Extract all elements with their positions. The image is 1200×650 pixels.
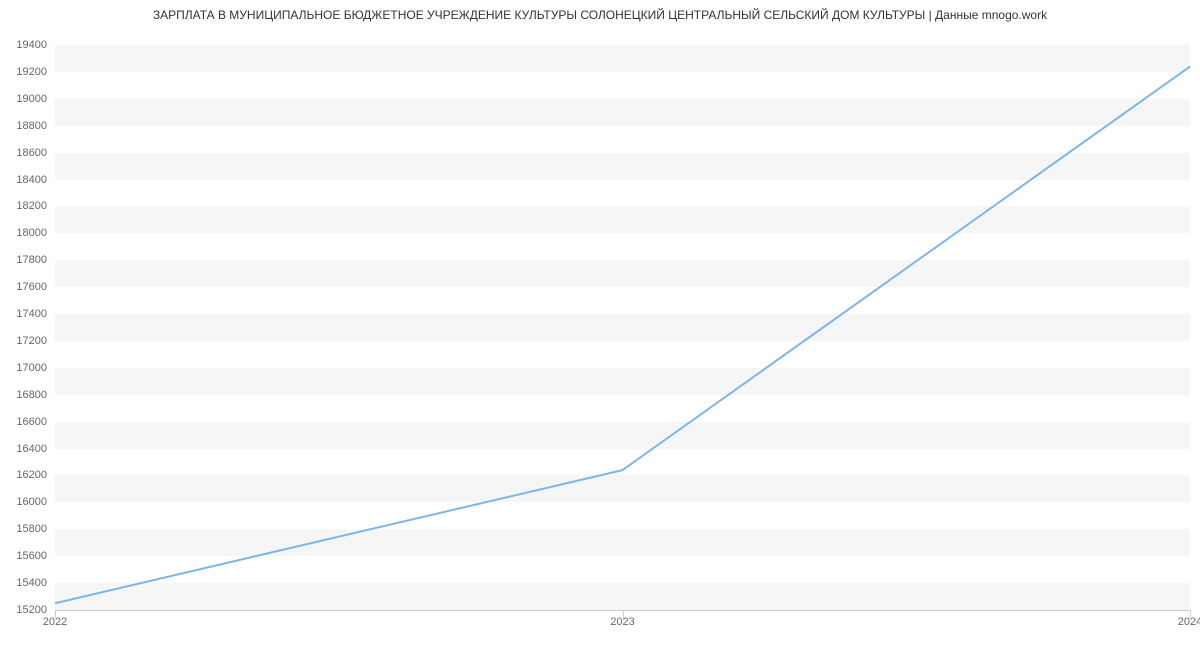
y-tick-label: 19200 bbox=[16, 66, 47, 78]
y-tick-label: 18800 bbox=[16, 120, 47, 132]
x-tick-label: 2023 bbox=[610, 616, 634, 628]
y-tick-label: 18000 bbox=[16, 227, 47, 239]
y-tick-label: 15600 bbox=[16, 550, 47, 562]
y-tick-label: 17400 bbox=[16, 308, 47, 320]
y-tick-label: 19000 bbox=[16, 93, 47, 105]
line-series bbox=[55, 45, 1190, 610]
y-tick-label: 16600 bbox=[16, 416, 47, 428]
y-tick-label: 15800 bbox=[16, 523, 47, 535]
series-line bbox=[55, 67, 1190, 604]
y-tick-label: 16200 bbox=[16, 469, 47, 481]
y-tick-label: 16400 bbox=[16, 443, 47, 455]
x-tick-label: 2022 bbox=[43, 616, 67, 628]
chart-title: ЗАРПЛАТА В МУНИЦИПАЛЬНОЕ БЮДЖЕТНОЕ УЧРЕЖ… bbox=[0, 0, 1200, 22]
y-tick-label: 18600 bbox=[16, 147, 47, 159]
plot-area: 1520015400156001580016000162001640016600… bbox=[55, 45, 1190, 610]
y-tick-label: 15400 bbox=[16, 577, 47, 589]
y-tick-label: 15200 bbox=[16, 604, 47, 616]
y-tick-label: 18400 bbox=[16, 174, 47, 186]
y-tick-label: 19400 bbox=[16, 39, 47, 51]
y-tick-label: 16800 bbox=[16, 389, 47, 401]
x-tick-label: 2024 bbox=[1178, 616, 1200, 628]
y-tick-label: 17200 bbox=[16, 335, 47, 347]
chart-container: ЗАРПЛАТА В МУНИЦИПАЛЬНОЕ БЮДЖЕТНОЕ УЧРЕЖ… bbox=[0, 0, 1200, 650]
y-tick-label: 17800 bbox=[16, 254, 47, 266]
y-tick-label: 16000 bbox=[16, 496, 47, 508]
y-tick-label: 17000 bbox=[16, 362, 47, 374]
y-tick-label: 17600 bbox=[16, 281, 47, 293]
y-tick-label: 18200 bbox=[16, 200, 47, 212]
